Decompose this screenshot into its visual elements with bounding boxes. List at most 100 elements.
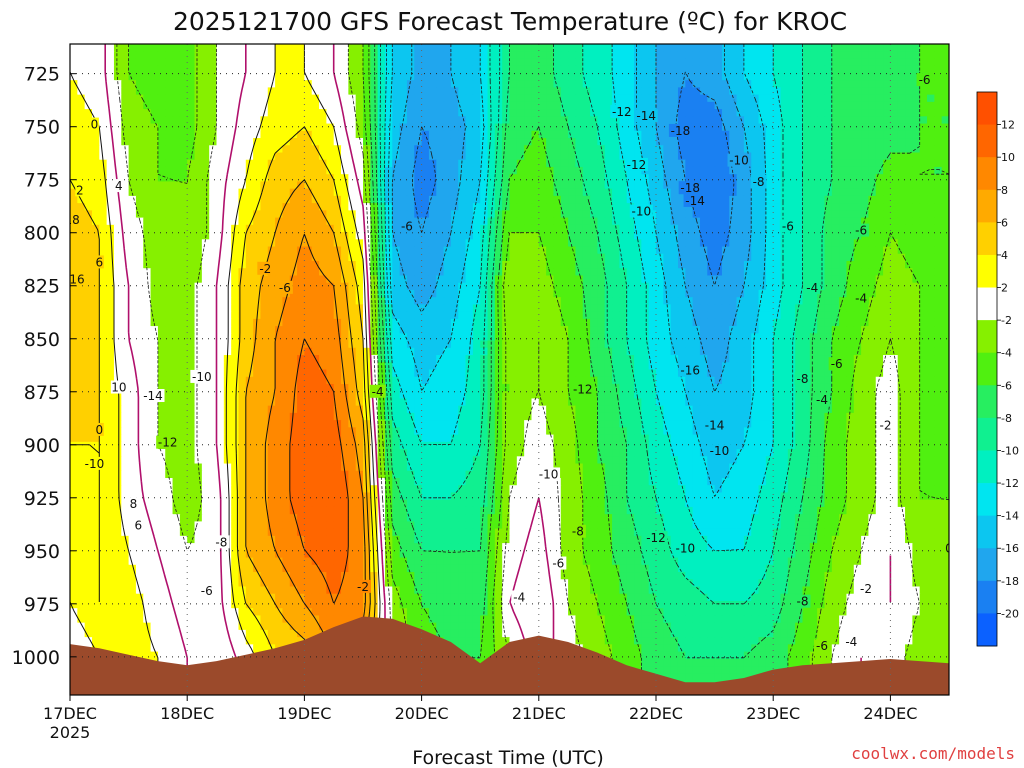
field-cell xyxy=(150,210,159,219)
field-cell xyxy=(406,304,415,313)
field-cell xyxy=(450,304,459,313)
field-cell xyxy=(699,65,708,74)
field-cell xyxy=(934,138,943,146)
field-cell xyxy=(370,101,379,110)
field-cell xyxy=(787,94,796,103)
field-cell xyxy=(524,58,533,67)
field-cell xyxy=(604,138,613,146)
field-cell xyxy=(626,311,635,320)
field-cell xyxy=(143,181,152,190)
field-cell xyxy=(406,311,415,320)
field-cell xyxy=(245,94,254,103)
field-cell xyxy=(428,195,437,204)
field-cell xyxy=(509,72,518,81)
field-cell xyxy=(157,217,166,226)
field-cell xyxy=(348,80,357,88)
field-cell xyxy=(253,275,262,284)
field-cell xyxy=(311,174,320,183)
field-cell xyxy=(275,246,284,255)
field-cell xyxy=(106,138,115,146)
field-cell xyxy=(582,116,591,125)
field-cell xyxy=(319,340,327,349)
field-cell xyxy=(897,58,906,67)
field-cell xyxy=(297,246,305,255)
field-cell xyxy=(304,58,313,67)
field-cell xyxy=(502,181,511,190)
field-cell xyxy=(267,58,276,67)
field-cell xyxy=(839,65,848,74)
field-cell xyxy=(773,318,782,327)
field-cell xyxy=(729,210,738,219)
field-cell xyxy=(538,224,547,233)
field-cell xyxy=(839,304,848,313)
field-cell xyxy=(377,326,386,334)
field-cell xyxy=(787,166,796,175)
field-cell xyxy=(113,282,122,291)
field-cell xyxy=(91,195,100,204)
field-cell xyxy=(326,297,335,305)
field-cell xyxy=(919,195,928,204)
field-cell xyxy=(831,289,840,298)
field-cell xyxy=(289,282,298,291)
field-cell xyxy=(99,333,108,342)
field-cell xyxy=(875,58,884,67)
field-cell xyxy=(831,318,840,327)
field-cell xyxy=(692,239,701,248)
field-cell xyxy=(927,44,935,52)
field-cell xyxy=(428,253,437,262)
field-cell xyxy=(414,224,423,233)
field-cell xyxy=(897,44,906,52)
field-cell xyxy=(406,58,415,67)
field-cell xyxy=(699,174,708,183)
field-cell xyxy=(260,80,269,88)
field-cell xyxy=(663,282,672,291)
field-cell xyxy=(641,195,650,204)
field-cell xyxy=(238,145,247,154)
field-cell xyxy=(604,123,613,132)
field-cell xyxy=(135,51,144,60)
field-cell xyxy=(399,123,408,132)
field-cell xyxy=(465,333,474,342)
field-cell xyxy=(487,289,496,298)
field-cell xyxy=(487,174,496,183)
field-cell xyxy=(165,232,174,240)
field-cell xyxy=(568,289,577,298)
field-cell xyxy=(209,282,218,291)
field-cell xyxy=(692,311,701,320)
field-cell xyxy=(414,232,423,240)
field-cell xyxy=(582,318,591,327)
field-cell xyxy=(472,138,481,146)
field-cell xyxy=(641,130,650,139)
field-cell xyxy=(216,80,225,88)
field-cell xyxy=(135,224,144,233)
field-cell xyxy=(113,217,122,226)
field-cell xyxy=(326,253,335,262)
field-cell xyxy=(817,261,826,269)
field-cell xyxy=(113,224,122,233)
field-cell xyxy=(275,261,284,269)
field-cell xyxy=(150,94,159,103)
field-cell xyxy=(634,246,642,255)
field-cell xyxy=(187,101,196,110)
field-cell xyxy=(831,253,840,262)
field-cell xyxy=(128,311,137,320)
field-cell xyxy=(780,297,789,305)
field-cell xyxy=(260,326,269,334)
field-cell xyxy=(348,72,357,81)
field-cell xyxy=(113,174,122,183)
field-cell xyxy=(824,188,833,197)
field-cell xyxy=(106,268,115,277)
field-cell xyxy=(663,65,672,74)
field-cell xyxy=(612,44,620,52)
field-cell xyxy=(363,130,371,139)
field-cell xyxy=(165,217,174,226)
field-cell xyxy=(721,123,730,132)
field-cell xyxy=(436,87,445,96)
field-cell xyxy=(472,232,481,240)
field-cell xyxy=(612,159,620,168)
field-cell xyxy=(275,224,284,233)
field-cell xyxy=(487,253,496,262)
field-cell xyxy=(406,138,415,146)
field-cell xyxy=(883,174,891,183)
field-cell xyxy=(516,80,525,88)
